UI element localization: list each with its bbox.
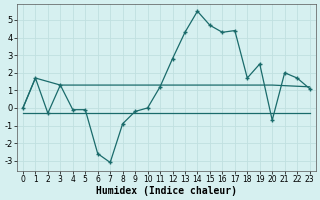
X-axis label: Humidex (Indice chaleur): Humidex (Indice chaleur) xyxy=(96,186,237,196)
